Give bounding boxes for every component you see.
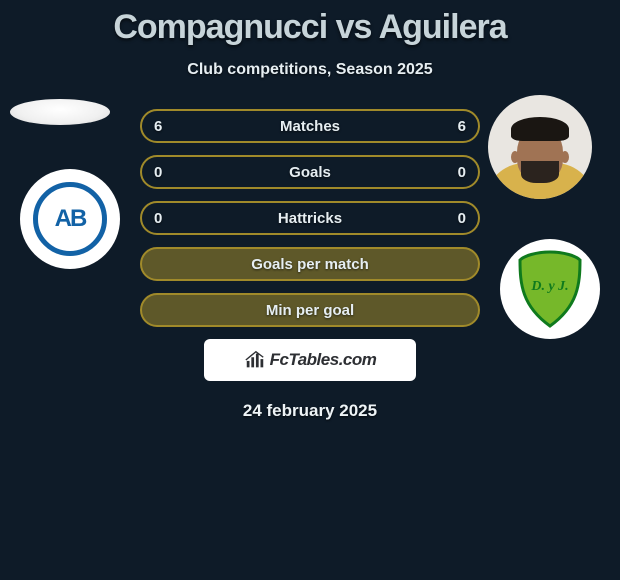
stat-right-value: 0 [458,210,466,227]
comparison-content: AB D. y J. 6 Matches 6 0 Goals 0 0 Hattricks 0 Go… [0,109,620,421]
stat-pill: 6 Matches 6 [140,109,480,143]
stat-left-value: 6 [154,118,162,135]
stat-pill: Min per goal [140,293,480,327]
left-player-avatar [10,99,110,125]
date-line: 24 february 2025 [0,401,620,421]
stat-pills: 6 Matches 6 0 Goals 0 0 Hattricks 0 Goals per mat… [140,109,480,327]
stat-right-value: 6 [458,118,466,135]
subtitle: Club competitions, Season 2025 [0,61,620,79]
stat-right-value: 0 [458,164,466,181]
chart-icon [244,349,266,371]
avatar-ear-left [511,151,519,163]
page-title: Compagnucci vs Aguilera [0,0,620,47]
stat-left-value: 0 [154,164,162,181]
right-shield-icon: D. y J. [516,250,584,328]
stat-pill: 0 Hattricks 0 [140,201,480,235]
stat-label: Goals [289,164,331,181]
left-crest-monogram: AB [55,205,86,233]
right-club-crest: D. y J. [500,239,600,339]
stat-pill: Goals per match [140,247,480,281]
avatar-hair [511,117,569,141]
avatar-head [517,127,563,181]
brand-chip: FcTables.com [204,339,416,381]
avatar-ear-right [561,151,569,163]
right-player-avatar [488,95,592,199]
brand-text: FcTables.com [270,350,377,370]
left-club-crest: AB [20,169,120,269]
stat-label: Matches [280,118,340,135]
stat-left-value: 0 [154,210,162,227]
avatar-beard [521,161,559,183]
stat-label: Goals per match [251,256,369,273]
left-crest-ring: AB [33,182,107,256]
stat-label: Min per goal [266,302,354,319]
stat-pill: 0 Goals 0 [140,155,480,189]
right-crest-initials: D. y J. [530,279,568,294]
stat-label: Hattricks [278,210,342,227]
